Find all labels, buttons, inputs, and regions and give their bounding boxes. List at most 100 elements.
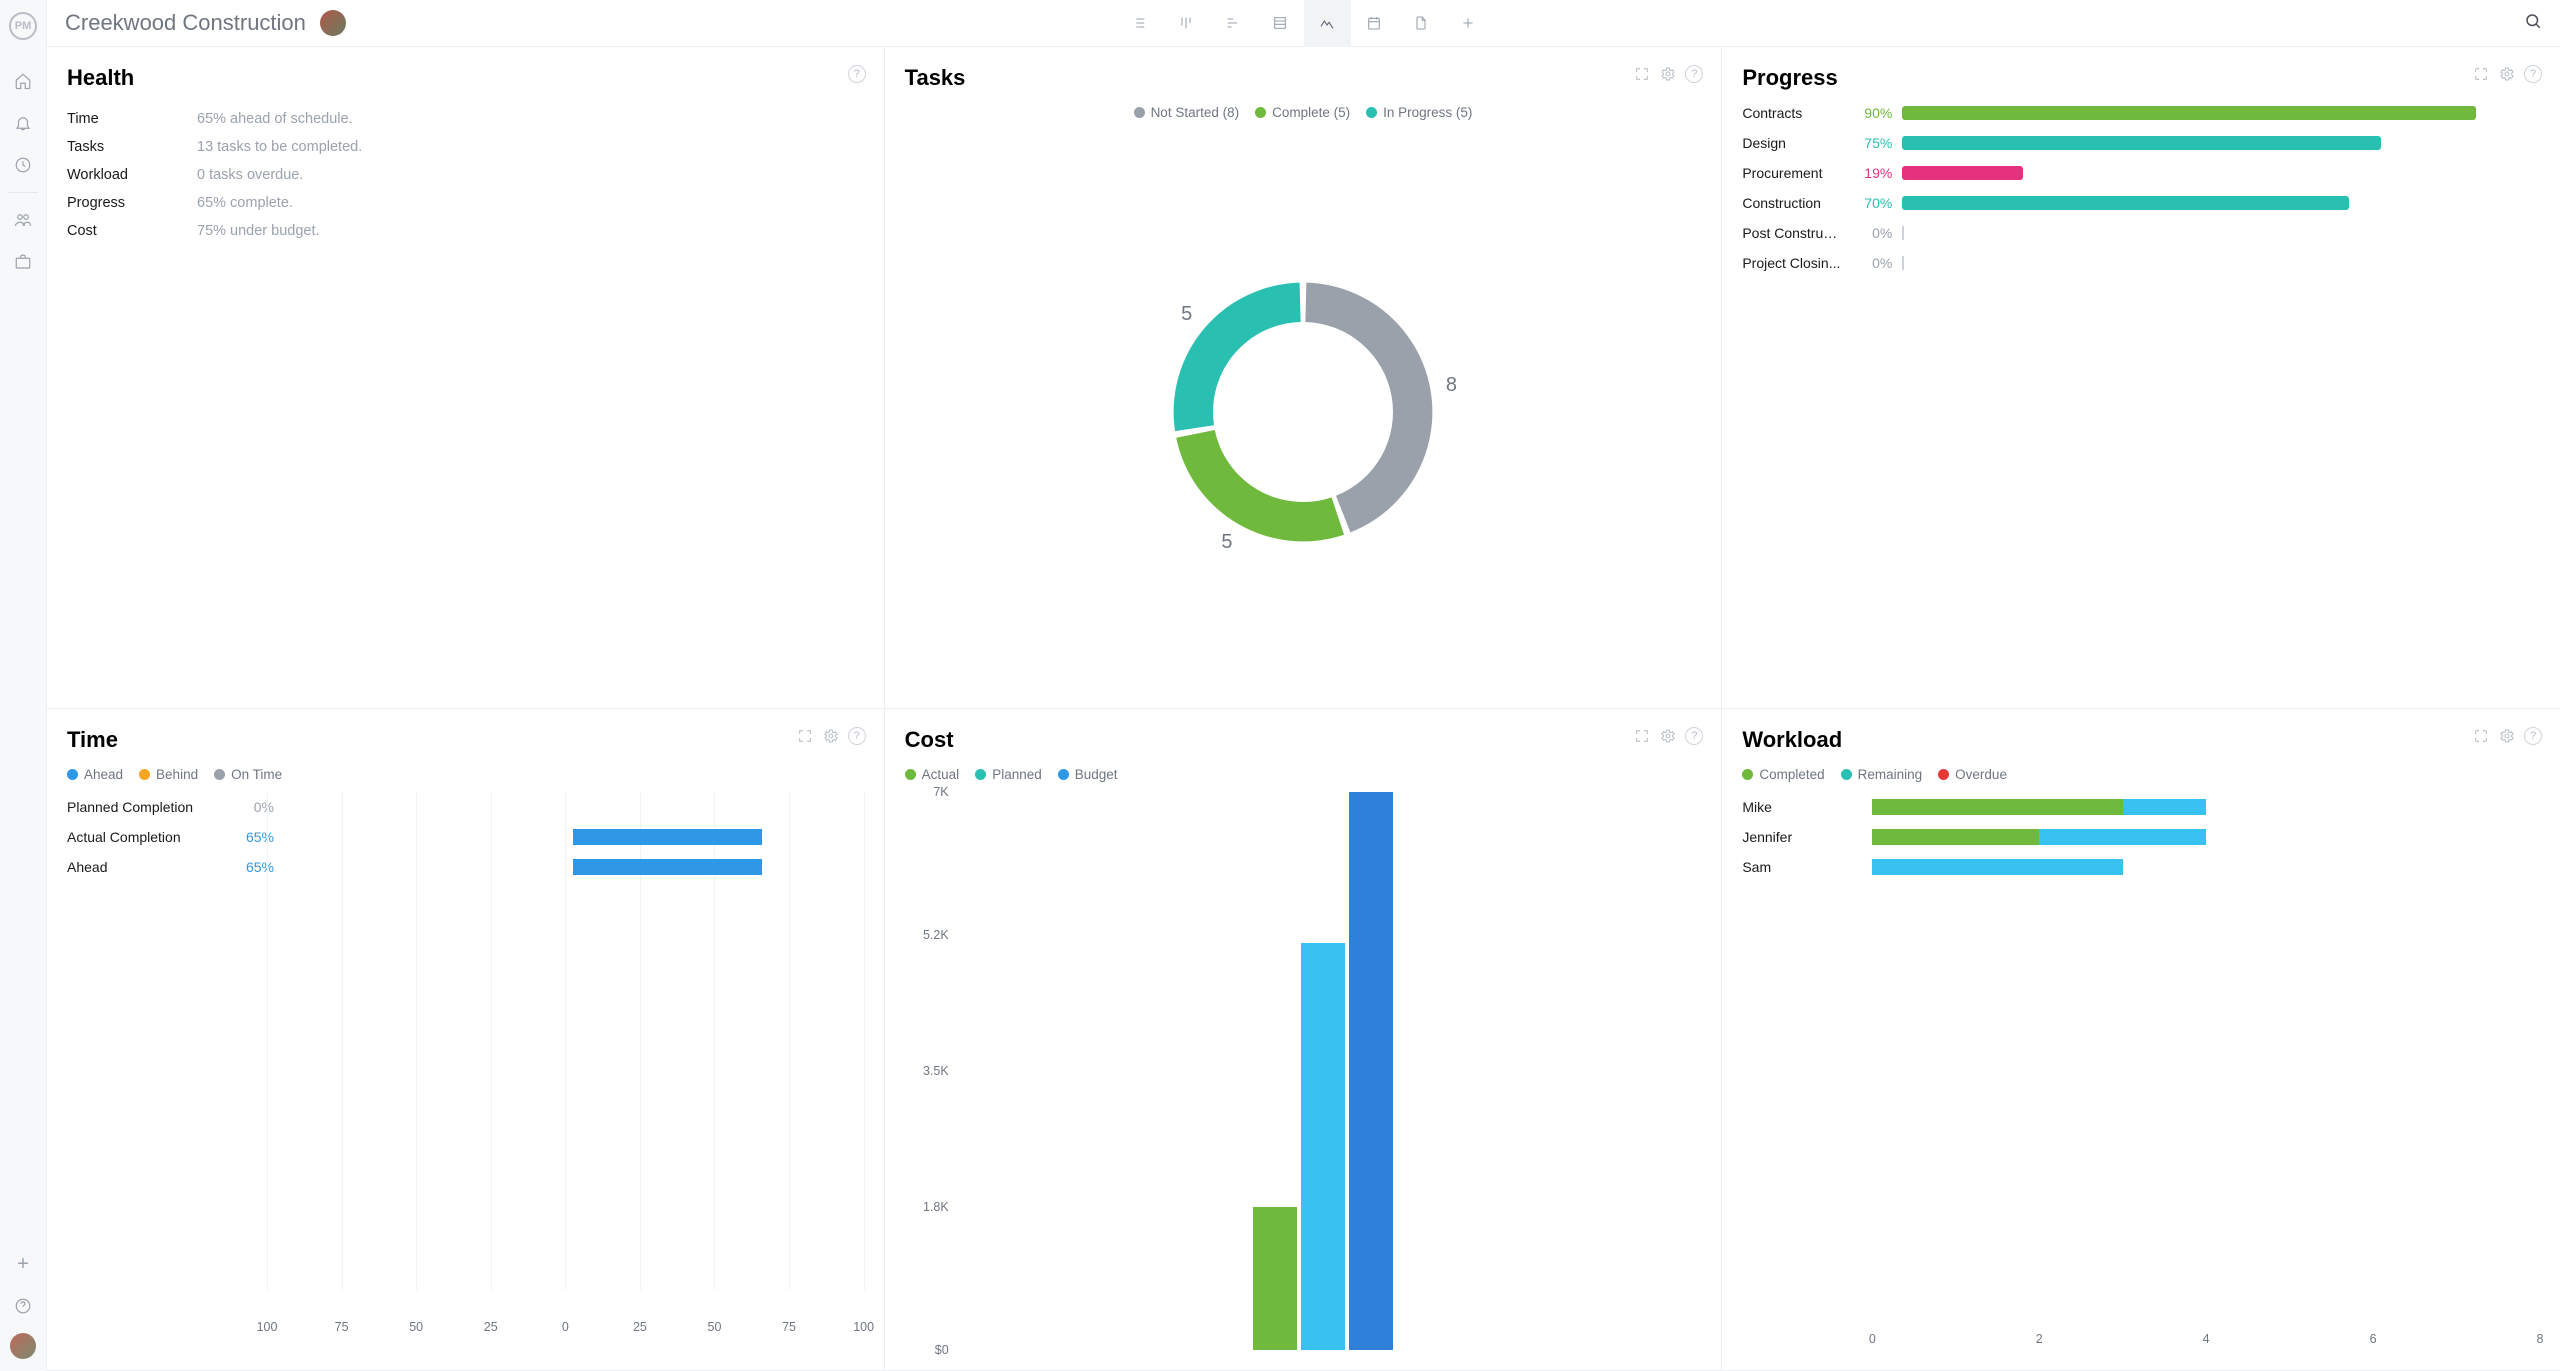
expand-icon[interactable] bbox=[2472, 65, 2490, 83]
view-dashboard-icon[interactable] bbox=[1304, 0, 1351, 47]
nav-help-icon[interactable] bbox=[0, 1285, 47, 1327]
expand-icon[interactable] bbox=[1633, 65, 1651, 83]
view-calendar-icon[interactable] bbox=[1351, 0, 1398, 47]
help-icon[interactable]: ? bbox=[848, 65, 866, 83]
expand-icon[interactable] bbox=[2472, 727, 2490, 745]
workload-title: Workload bbox=[1742, 727, 2540, 753]
legend-swatch bbox=[1841, 769, 1852, 780]
donut-value-label: 8 bbox=[1446, 374, 1457, 397]
help-icon[interactable]: ? bbox=[2524, 65, 2542, 83]
gear-icon[interactable] bbox=[2498, 727, 2516, 745]
axis-tick: 25 bbox=[633, 1320, 647, 1334]
progress-percent: 0% bbox=[1852, 255, 1892, 271]
help-icon[interactable]: ? bbox=[1685, 727, 1703, 745]
time-row-name: Actual Completion bbox=[67, 829, 222, 845]
progress-name: Project Closin... bbox=[1742, 255, 1842, 271]
legend-swatch bbox=[1742, 769, 1753, 780]
progress-bar[interactable] bbox=[1902, 196, 2348, 210]
axis-tick: 0 bbox=[562, 1320, 569, 1334]
view-add-icon[interactable] bbox=[1445, 0, 1492, 47]
project-owner-avatar[interactable] bbox=[320, 10, 346, 36]
legend-swatch bbox=[1058, 769, 1069, 780]
help-icon[interactable]: ? bbox=[1685, 65, 1703, 83]
cost-bar[interactable] bbox=[1349, 792, 1393, 1350]
progress-percent: 70% bbox=[1852, 195, 1892, 211]
workload-segment[interactable] bbox=[2039, 829, 2206, 845]
donut-segment[interactable] bbox=[1305, 283, 1432, 533]
workload-card: Workload ? CompletedRemainingOverdue Mik… bbox=[1722, 709, 2560, 1371]
workload-segment[interactable] bbox=[1872, 859, 2122, 875]
legend-swatch bbox=[975, 769, 986, 780]
expand-icon[interactable] bbox=[796, 727, 814, 745]
legend-item: Remaining bbox=[1841, 767, 1923, 782]
workload-name: Mike bbox=[1742, 799, 1862, 815]
help-icon[interactable]: ? bbox=[848, 727, 866, 745]
view-board-icon[interactable] bbox=[1163, 0, 1210, 47]
app-logo[interactable]: PM bbox=[9, 12, 37, 40]
progress-zero-tick bbox=[1902, 256, 1904, 270]
current-user-avatar[interactable] bbox=[10, 1333, 36, 1359]
nav-notifications-icon[interactable] bbox=[0, 102, 47, 144]
donut-segment[interactable] bbox=[1176, 430, 1344, 541]
donut-segment[interactable] bbox=[1174, 283, 1301, 431]
legend-item: Completed bbox=[1742, 767, 1824, 782]
gear-icon[interactable] bbox=[2498, 65, 2516, 83]
legend-label: Not Started (8) bbox=[1151, 105, 1240, 120]
workload-segment[interactable] bbox=[2123, 799, 2206, 815]
legend-item: Not Started (8) bbox=[1134, 105, 1240, 120]
tasks-card: Tasks ? Not Started (8)Complete (5)In Pr… bbox=[885, 47, 1723, 709]
health-value: 65% ahead of schedule. bbox=[197, 111, 353, 127]
view-list-icon[interactable] bbox=[1116, 0, 1163, 47]
nav-recent-icon[interactable] bbox=[0, 144, 47, 186]
legend-label: Actual bbox=[922, 767, 960, 782]
axis-tick: 6 bbox=[2370, 1332, 2377, 1346]
view-sheet-icon[interactable] bbox=[1257, 0, 1304, 47]
health-value: 13 tasks to be completed. bbox=[197, 139, 362, 155]
progress-bar[interactable] bbox=[1902, 136, 2380, 150]
legend-label: Budget bbox=[1075, 767, 1118, 782]
project-title: Creekwood Construction bbox=[65, 10, 306, 36]
nav-team-icon[interactable] bbox=[0, 199, 47, 241]
legend-label: On Time bbox=[231, 767, 282, 782]
nav-portfolio-icon[interactable] bbox=[0, 241, 47, 283]
progress-row: Design75% bbox=[1742, 135, 2540, 151]
cost-title: Cost bbox=[905, 727, 1702, 753]
workload-segment[interactable] bbox=[1872, 799, 2122, 815]
progress-bar[interactable] bbox=[1902, 106, 2476, 120]
legend-swatch bbox=[67, 769, 78, 780]
health-label: Cost bbox=[67, 223, 197, 239]
legend-item: On Time bbox=[214, 767, 282, 782]
time-bar[interactable] bbox=[573, 859, 762, 875]
view-gantt-icon[interactable] bbox=[1210, 0, 1257, 47]
cost-bar[interactable] bbox=[1253, 1207, 1297, 1350]
help-icon[interactable]: ? bbox=[2524, 727, 2542, 745]
tasks-title: Tasks bbox=[905, 65, 1702, 91]
legend-swatch bbox=[905, 769, 916, 780]
search-icon[interactable] bbox=[2524, 12, 2542, 35]
progress-bar[interactable] bbox=[1902, 166, 2023, 180]
gear-icon[interactable] bbox=[822, 727, 840, 745]
expand-icon[interactable] bbox=[1633, 727, 1651, 745]
time-card: Time ? AheadBehindOn Time Planned Comple… bbox=[47, 709, 885, 1371]
nav-home-icon[interactable] bbox=[0, 60, 47, 102]
progress-name: Design bbox=[1742, 135, 1842, 151]
cost-bar[interactable] bbox=[1301, 943, 1345, 1350]
time-row-name: Ahead bbox=[67, 859, 222, 875]
legend-label: Remaining bbox=[1858, 767, 1923, 782]
health-label: Progress bbox=[67, 195, 197, 211]
workload-axis: 02468 bbox=[1872, 1326, 2540, 1356]
progress-track bbox=[1902, 196, 2540, 210]
nav-add-button[interactable]: + bbox=[0, 1243, 47, 1285]
legend-swatch bbox=[214, 769, 225, 780]
topbar: Creekwood Construction bbox=[47, 0, 2560, 47]
workload-legend: CompletedRemainingOverdue bbox=[1742, 767, 2540, 782]
workload-segment[interactable] bbox=[1872, 829, 2039, 845]
donut-value-label: 5 bbox=[1221, 531, 1232, 554]
gear-icon[interactable] bbox=[1659, 65, 1677, 83]
legend-item: In Progress (5) bbox=[1366, 105, 1472, 120]
gear-icon[interactable] bbox=[1659, 727, 1677, 745]
legend-label: Ahead bbox=[84, 767, 123, 782]
view-files-icon[interactable] bbox=[1398, 0, 1445, 47]
time-bar[interactable] bbox=[573, 829, 762, 845]
gridline bbox=[267, 792, 268, 1290]
